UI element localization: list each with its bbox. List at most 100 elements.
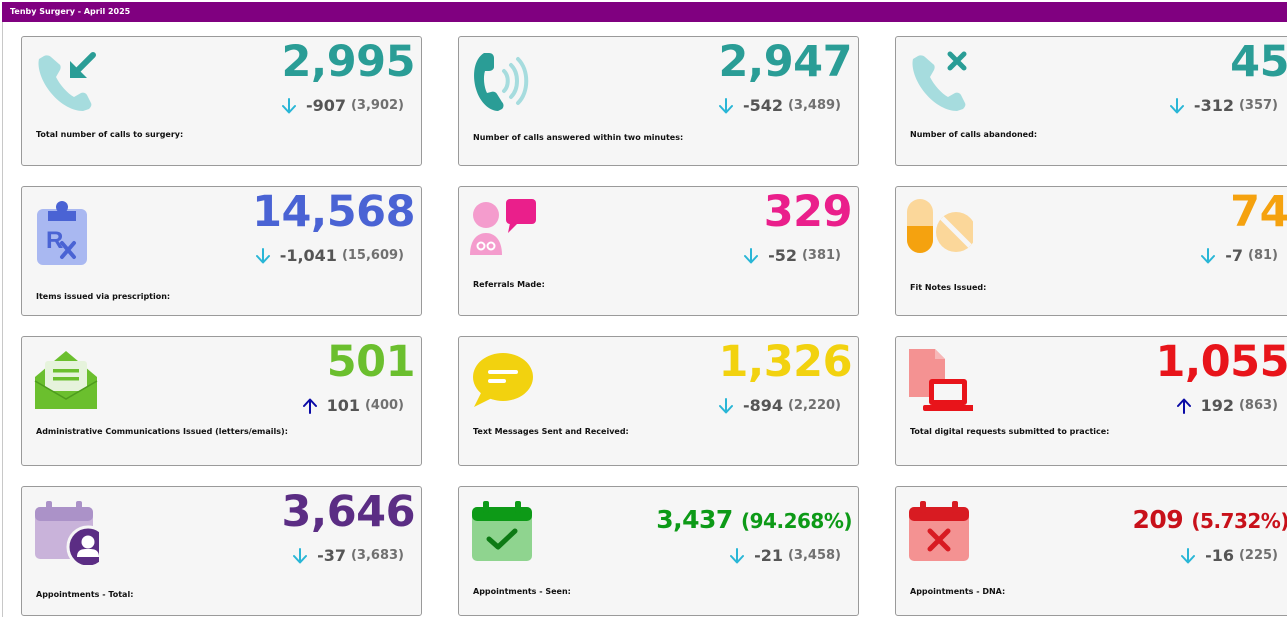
kpi-change: -542 (3,489) xyxy=(718,96,841,115)
kpi-label: Administrative Communications Issued (le… xyxy=(36,427,288,436)
kpi-value-number: 1,326 xyxy=(718,337,852,387)
kpi-change: -52 (381) xyxy=(744,246,841,265)
kpi-delta: -52 xyxy=(768,246,797,265)
kpi-value-number: 1,055 xyxy=(1155,337,1287,387)
kpi-change: -312 (357) xyxy=(1169,96,1278,115)
arrow-down-icon xyxy=(744,247,759,264)
kpi-card: 3,437 (94.268%) -21 (3,458) Appointments - … xyxy=(458,486,859,616)
kpi-value-number: 329 xyxy=(763,187,853,237)
arrow-down-icon xyxy=(1169,97,1184,114)
calendar-cross-icon xyxy=(907,499,973,565)
kpi-previous-value: (3,683) xyxy=(350,548,404,563)
kpi-label: Number of calls answered within two minu… xyxy=(473,133,684,142)
kpi-change: -7 (81) xyxy=(1201,246,1278,265)
kpi-percentage: (94.268%) xyxy=(741,509,853,533)
kpi-previous-value: (2,220) xyxy=(787,398,841,413)
kpi-delta: -37 xyxy=(317,546,346,565)
kpi-value-number: 2,947 xyxy=(718,37,852,87)
kpi-card: 74 -7 (81) Fit Notes Issued: xyxy=(895,186,1287,316)
kpi-value-number: 14,568 xyxy=(252,187,415,237)
kpi-value: 329 xyxy=(763,187,853,237)
kpi-value: 3,646 xyxy=(281,487,415,537)
arrow-down-icon xyxy=(255,247,270,264)
kpi-change: 101 (400) xyxy=(302,396,404,415)
kpi-value: 501 xyxy=(326,337,416,387)
kpi-label: Number of calls abandoned: xyxy=(910,130,1038,139)
arrow-down-icon xyxy=(281,97,296,114)
missed-call-icon xyxy=(907,49,973,115)
arrow-down-icon xyxy=(293,547,308,564)
kpi-change: -16 (225) xyxy=(1181,546,1278,565)
arrow-down-icon xyxy=(730,547,745,564)
arrow-up-icon xyxy=(302,398,317,414)
envelope-letter-icon xyxy=(33,349,99,415)
kpi-change: 192 (863) xyxy=(1176,396,1278,415)
kpi-card: 329 -52 (381) Referrals Made: xyxy=(458,186,859,316)
kpi-value: 1,055 xyxy=(1155,337,1287,387)
kpi-value-number: 3,646 xyxy=(281,487,415,537)
kpi-previous-value: (15,609) xyxy=(341,248,404,263)
kpi-card: 1,055 192 (863) Total digital requests subm… xyxy=(895,336,1287,466)
incoming-call-icon xyxy=(33,49,99,115)
kpi-label: Referrals Made: xyxy=(473,280,545,289)
kpi-delta: -894 xyxy=(742,396,783,415)
kpi-card: 45 -312 (357) Number of calls abandoned: xyxy=(895,36,1287,166)
kpi-value-number: 2,995 xyxy=(281,37,415,87)
chat-bubble-icon xyxy=(470,349,536,415)
kpi-card: 3,646 -37 (3,683) Appointments - Total: xyxy=(21,486,422,616)
page-title-bar: Tenby Surgery - April 2025 xyxy=(2,2,1287,22)
kpi-change: -21 (3,458) xyxy=(730,546,841,565)
kpi-change: -1,041 (15,609) xyxy=(255,246,404,265)
calendar-user-icon xyxy=(33,499,99,565)
kpi-delta: -21 xyxy=(754,546,783,565)
arrow-down-icon xyxy=(1201,247,1216,264)
kpi-value: 3,437 (94.268%) xyxy=(656,505,852,536)
kpi-card: 501 101 (400) Administrative Communications… xyxy=(21,336,422,466)
doctor-referral-icon xyxy=(470,199,536,265)
kpi-previous-value: (3,489) xyxy=(787,98,841,113)
kpi-label: Fit Notes Issued: xyxy=(910,283,987,292)
kpi-label: Appointments - Seen: xyxy=(473,587,571,596)
kpi-delta: 192 xyxy=(1200,396,1234,415)
kpi-previous-value: (81) xyxy=(1248,248,1278,263)
kpi-percentage: (5.732%) xyxy=(1191,509,1287,533)
kpi-previous-value: (863) xyxy=(1238,398,1278,413)
arrow-down-icon xyxy=(718,97,733,114)
kpi-previous-value: (381) xyxy=(801,248,841,263)
kpi-card: 2,995 -907 (3,902) Total number of calls to… xyxy=(21,36,422,166)
kpi-value-number: 45 xyxy=(1230,37,1287,87)
laptop-document-icon xyxy=(907,349,973,415)
calendar-check-icon xyxy=(470,499,536,565)
arrow-down-icon xyxy=(1181,547,1196,564)
kpi-previous-value: (225) xyxy=(1238,548,1278,563)
kpi-delta: -312 xyxy=(1193,96,1234,115)
kpi-delta: -542 xyxy=(742,96,783,115)
kpi-delta: -16 xyxy=(1205,546,1234,565)
kpi-change: -37 (3,683) xyxy=(293,546,404,565)
kpi-value: 2,995 xyxy=(281,37,415,87)
kpi-value-number: 501 xyxy=(326,337,416,387)
kpi-card: R 14,568 -1,041 (15,609) Items issued via p… xyxy=(21,186,422,316)
kpi-card: 209 (5.732%) -16 (225) Appointments - DNA: xyxy=(895,486,1287,616)
kpi-label: Total digital requests submitted to prac… xyxy=(910,427,1110,436)
dashboard-frame xyxy=(2,22,1287,617)
kpi-delta: -7 xyxy=(1225,246,1244,265)
pills-icon xyxy=(907,199,973,265)
kpi-label: Appointments - Total: xyxy=(36,590,134,599)
arrow-up-icon xyxy=(1176,398,1191,414)
kpi-value: 2,947 xyxy=(718,37,852,87)
kpi-value-number: 74 xyxy=(1230,187,1287,237)
kpi-label: Appointments - DNA: xyxy=(910,587,1006,596)
kpi-previous-value: (3,458) xyxy=(787,548,841,563)
kpi-card: 1,326 -894 (2,220) Text Messages Sent and R… xyxy=(458,336,859,466)
kpi-label: Text Messages Sent and Received: xyxy=(473,427,629,436)
kpi-delta: -907 xyxy=(305,96,346,115)
page-title: Tenby Surgery - April 2025 xyxy=(10,7,131,16)
kpi-previous-value: (3,902) xyxy=(350,98,404,113)
kpi-label: Total number of calls to surgery: xyxy=(36,130,184,139)
kpi-previous-value: (400) xyxy=(364,398,404,413)
kpi-card: 2,947 -542 (3,489) Number of calls answered… xyxy=(458,36,859,166)
ringing-phone-icon xyxy=(470,49,536,115)
kpi-value: 45 xyxy=(1230,37,1287,87)
kpi-delta: -1,041 xyxy=(279,246,337,265)
